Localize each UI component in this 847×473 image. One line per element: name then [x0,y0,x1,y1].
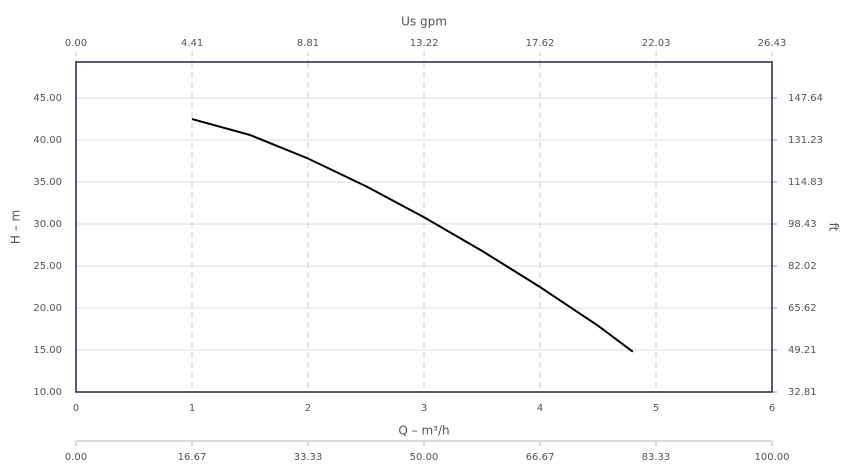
y2-tick-label: 131.23 [788,135,823,146]
top-axis-label: Us gpm [401,15,447,29]
top-tick-label: 4.41 [181,38,203,49]
bottom2-tick-label: 33.33 [294,452,323,463]
x-axis-label: Q – m³/h [398,424,449,438]
y2-tick-label: 82.02 [788,261,817,272]
top-tick-label: 0.00 [65,38,87,49]
bottom2-tick-label: 16.67 [178,452,207,463]
bottom2-tick-label: 50.00 [410,452,439,463]
y-tick-label: 10.00 [33,387,62,398]
top-tick-label: 26.43 [758,38,787,49]
y-tick-label: 45.00 [33,93,62,104]
y-tick-label: 20.00 [33,303,62,314]
x-tick-label: 5 [653,403,659,414]
x-tick-label: 0 [73,403,79,414]
y-tick-label: 30.00 [33,219,62,230]
top-tick-label: 22.03 [642,38,671,49]
top-tick-label: 8.81 [297,38,319,49]
plot-frame [75,61,773,393]
y-tick-label: 15.00 [33,345,62,356]
y-axis-label: H – m [9,210,23,244]
y-tick-label: 40.00 [33,135,62,146]
y2-tick-label: 49.21 [788,345,817,356]
bottom2-tick-label: 100.00 [755,452,790,463]
bottom2-tick-label: 0.00 [65,452,87,463]
x-tick-label: 3 [421,403,427,414]
y2-axis-label: ft [827,223,841,232]
y2-tick-label: 147.64 [788,93,823,104]
bottom2-tick-label: 66.67 [526,452,555,463]
x-tick-label: 4 [537,403,543,414]
y-tick-label: 25.00 [33,261,62,272]
top-tick-label: 17.62 [526,38,555,49]
line [191,118,634,353]
top-tick-label: 13.22 [410,38,439,49]
y2-tick-label: 65.62 [788,303,817,314]
bottom2-tick-label: 83.33 [642,452,671,463]
y2-tick-label: 114.83 [788,177,823,188]
y-tick-label: 35.00 [33,177,62,188]
x-tick-label: 6 [769,403,775,414]
y2-tick-label: 32.81 [788,387,817,398]
x-tick-label: 1 [189,403,195,414]
y2-tick-label: 98.43 [788,219,817,230]
x-tick-label: 2 [305,403,311,414]
